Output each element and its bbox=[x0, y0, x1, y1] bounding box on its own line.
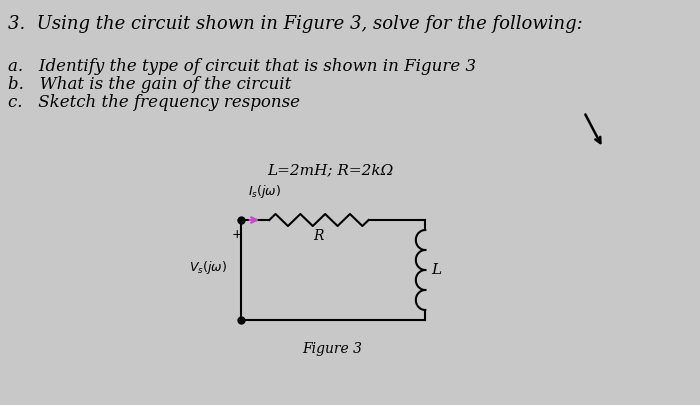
Text: $V_s(j\omega)$: $V_s(j\omega)$ bbox=[189, 260, 227, 277]
Text: +: + bbox=[232, 228, 242, 241]
Text: Figure 3: Figure 3 bbox=[302, 342, 363, 356]
Text: a.   Identify the type of circuit that is shown in Figure 3: a. Identify the type of circuit that is … bbox=[8, 58, 476, 75]
Text: L: L bbox=[431, 263, 441, 277]
Text: c.   Sketch the frequency response: c. Sketch the frequency response bbox=[8, 94, 300, 111]
Text: b.   What is the gain of the circuit: b. What is the gain of the circuit bbox=[8, 76, 290, 93]
Text: L=2mH; R=2kΩ: L=2mH; R=2kΩ bbox=[267, 163, 394, 177]
Text: $I_s(j\omega)$: $I_s(j\omega)$ bbox=[248, 183, 281, 200]
Text: R: R bbox=[314, 229, 324, 243]
Text: 3.  Using the circuit shown in Figure 3, solve for the following:: 3. Using the circuit shown in Figure 3, … bbox=[8, 15, 582, 33]
